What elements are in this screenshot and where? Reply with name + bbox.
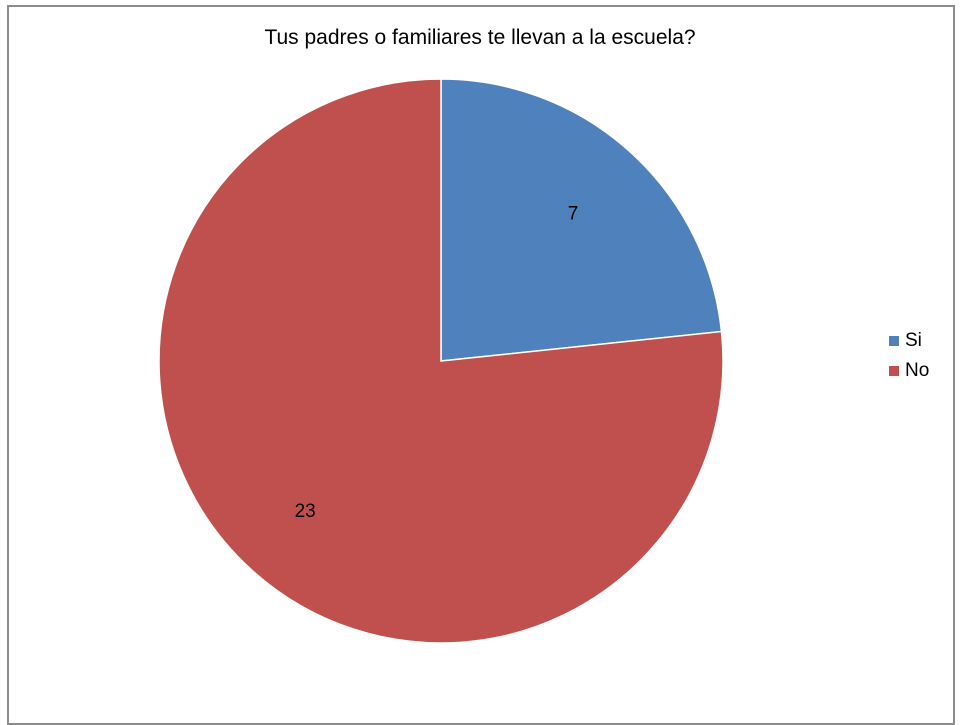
legend-swatch-si: [889, 336, 899, 346]
data-label-no: 23: [295, 501, 316, 522]
legend-label-si: Si: [905, 330, 922, 351]
chart-legend: Si No: [889, 327, 929, 387]
legend-item-si: Si: [889, 327, 929, 355]
legend-item-no: No: [889, 357, 929, 385]
chart-title: Tus padres o familiares te llevan a la e…: [264, 26, 696, 49]
pie-slice-no: [158, 78, 724, 644]
data-label-si: 7: [568, 203, 579, 224]
pie-slice-si: [440, 78, 723, 362]
legend-swatch-no: [889, 366, 899, 376]
legend-label-no: No: [905, 360, 930, 381]
